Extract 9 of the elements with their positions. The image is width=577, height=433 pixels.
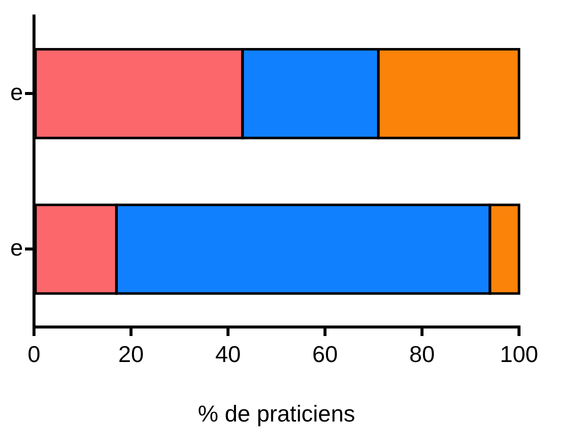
- x-tick-label: 40: [215, 341, 241, 368]
- x-axis-title: % de praticiens: [198, 400, 356, 427]
- x-tick-label: 80: [409, 341, 435, 368]
- x-tick-label: 0: [28, 341, 40, 368]
- y-tick-label: e: [10, 78, 23, 105]
- x-tick-label: 60: [312, 341, 338, 368]
- x-tick-label: 100: [500, 341, 538, 368]
- x-tick-label: 20: [118, 341, 144, 368]
- y-tick-label: e: [10, 234, 23, 261]
